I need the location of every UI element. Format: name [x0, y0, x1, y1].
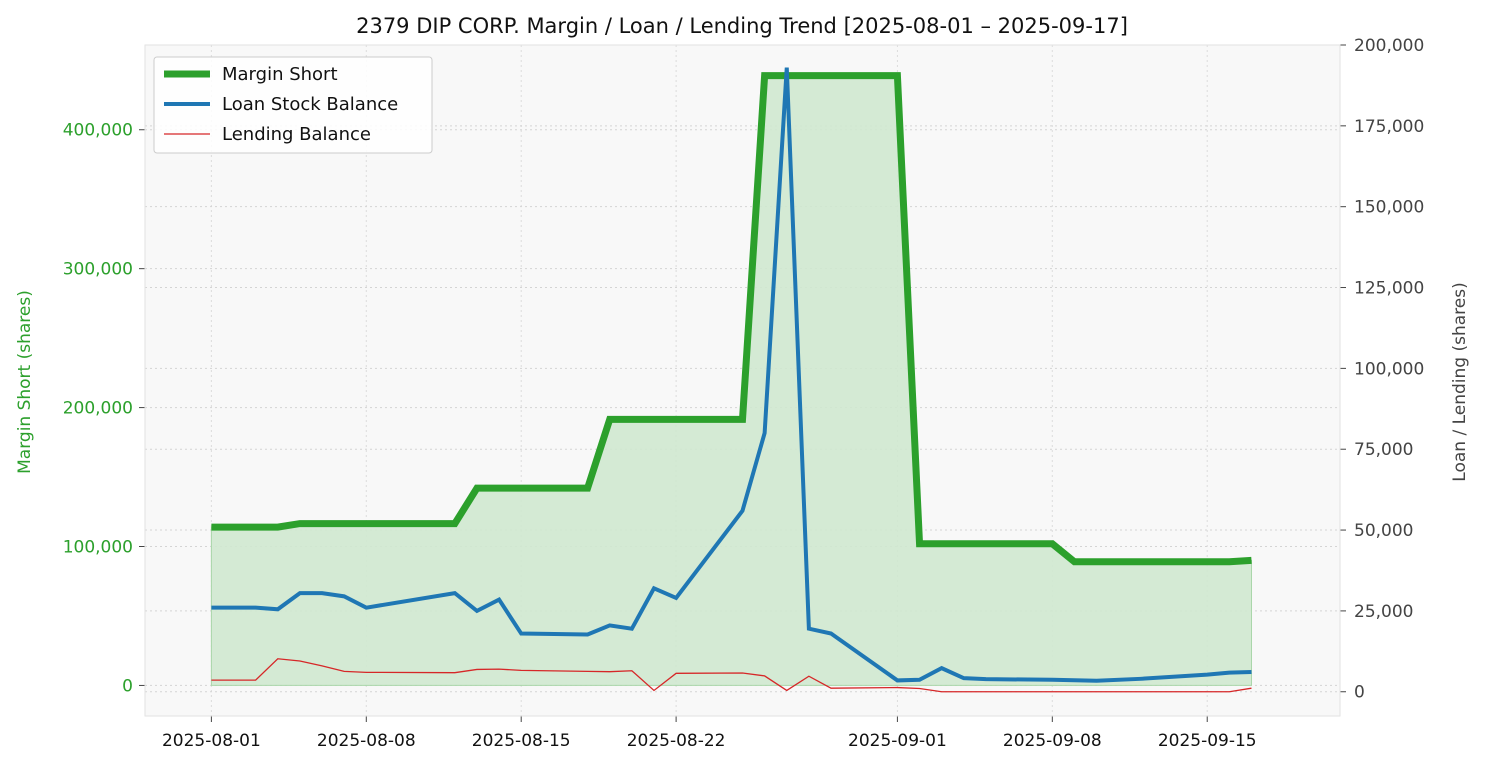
axes: 2025-08-01 2025-08-08 2025-08-15 2025-08-22…	[63, 36, 1425, 751]
x-tick-label: 2025-08-15	[472, 731, 571, 751]
x-tick-label: 2025-09-15	[1158, 731, 1257, 751]
legend: Margin Short Loan Stock Balance Lending …	[153, 56, 433, 154]
x-tick-label: 2025-09-01	[848, 731, 947, 751]
y-right-tick-label: 25,000	[1354, 602, 1413, 622]
x-tick-label: 2025-08-22	[627, 731, 726, 751]
legend-label-loan: Loan Stock Balance	[222, 94, 398, 115]
series-line-lending-balance	[211, 658, 1252, 693]
y-left-tick-label: 100,000	[63, 538, 133, 558]
y-right-tick-label: 200,000	[1354, 36, 1424, 56]
y-right-tick-label: 125,000	[1354, 279, 1424, 299]
y-left-tick-label: 400,000	[63, 121, 133, 141]
legend-label-lending: Lending Balance	[222, 124, 371, 145]
y-left-tick-label: 300,000	[63, 260, 133, 280]
x-tick-label: 2025-08-08	[317, 731, 416, 751]
y-right-tick-label: 50,000	[1354, 521, 1413, 541]
y-left-tick-label: 200,000	[63, 399, 133, 419]
y-right-tick-label: 75,000	[1354, 440, 1413, 460]
plot-frame	[144, 44, 1341, 717]
y-right-tick-label: 175,000	[1354, 117, 1424, 137]
series-lines	[211, 67, 1252, 693]
y-right-tick-label: 100,000	[1354, 359, 1424, 379]
series-line-margin-short	[211, 72, 1252, 566]
y-left-tick-label: 0	[122, 676, 133, 696]
y-right-tick-label: 150,000	[1354, 198, 1424, 218]
chart-title: 2379 DIP CORP. Margin / Loan / Lending T…	[356, 14, 1128, 38]
y-axis-left-label: Margin Short (shares)	[15, 290, 35, 474]
x-tick-label: 2025-09-08	[1003, 731, 1102, 751]
legend-box	[153, 56, 433, 154]
x-tick-label: 2025-08-01	[162, 731, 261, 751]
series-line-loan-stock-balance	[211, 67, 1252, 683]
y-right-tick-label: 0	[1354, 683, 1365, 703]
legend-label-margin-short: Margin Short	[222, 64, 338, 85]
y-axis-right-label: Loan / Lending (shares)	[1450, 282, 1470, 481]
